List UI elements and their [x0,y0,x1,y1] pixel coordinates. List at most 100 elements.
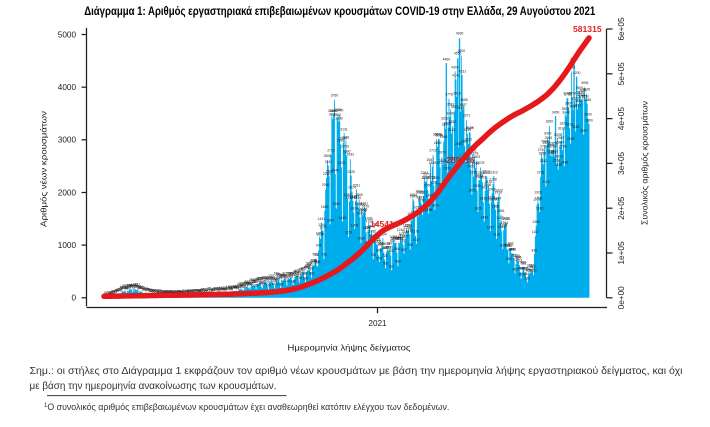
svg-text:81: 81 [147,288,151,292]
svg-text:618: 618 [311,259,317,263]
svg-text:132: 132 [125,285,131,289]
svg-text:1568: 1568 [359,209,367,213]
svg-text:3333: 3333 [441,117,449,121]
svg-text:490: 490 [518,266,524,270]
svg-text:3778: 3778 [445,92,453,96]
svg-text:1668: 1668 [492,204,500,208]
svg-text:2678: 2678 [471,151,479,155]
svg-text:3260: 3260 [546,120,554,124]
svg-text:71: 71 [207,288,211,292]
svg-text:2526: 2526 [553,158,561,162]
svg-text:484: 484 [523,267,529,271]
svg-text:519: 519 [305,265,311,269]
svg-text:120: 120 [120,285,126,289]
svg-text:2799: 2799 [559,145,567,149]
svg-text:253: 253 [249,278,255,282]
svg-text:3480: 3480 [334,108,342,112]
svg-text:3795: 3795 [563,91,571,95]
svg-text:39: 39 [170,289,174,293]
svg-text:2203: 2203 [479,175,487,179]
svg-text:1354: 1354 [501,221,509,225]
svg-text:52: 52 [187,289,191,293]
svg-text:1713: 1713 [355,202,363,206]
svg-text:2740: 2740 [538,148,546,152]
svg-text:312: 312 [283,276,289,280]
svg-text:2784: 2784 [540,145,548,149]
svg-text:178: 178 [272,282,278,286]
svg-text:4460: 4460 [443,57,451,61]
svg-text:1626: 1626 [474,207,482,211]
svg-text:1780: 1780 [491,198,499,202]
svg-text:745: 745 [313,253,319,257]
svg-text:1795: 1795 [535,197,543,201]
svg-text:95: 95 [222,287,226,291]
svg-text:858: 858 [381,246,387,250]
svg-text:44: 44 [164,290,168,294]
svg-text:2858: 2858 [550,142,558,146]
svg-text:128: 128 [137,285,143,289]
svg-text:1780: 1780 [418,198,426,202]
svg-text:2308: 2308 [326,170,334,174]
svg-text:377: 377 [286,271,292,275]
svg-text:210: 210 [259,281,265,285]
svg-text:1210: 1210 [406,228,414,232]
svg-text:356: 356 [275,273,281,277]
svg-text:239: 239 [251,279,257,283]
svg-text:90: 90 [224,287,228,291]
svg-text:1916: 1916 [495,190,503,194]
svg-text:1530: 1530 [356,212,364,216]
svg-text:3115: 3115 [448,128,455,132]
svg-text:3533: 3533 [457,106,465,110]
svg-text:72: 72 [209,288,213,292]
svg-text:74: 74 [146,287,150,291]
svg-text:809: 809 [376,249,382,253]
svg-text:158: 158 [237,283,243,287]
svg-text:860: 860 [394,247,400,251]
svg-text:938: 938 [385,242,391,246]
svg-text:52: 52 [149,289,153,293]
svg-text:48: 48 [155,289,159,293]
svg-text:1841: 1841 [352,194,360,198]
svg-text:2945: 2945 [340,136,348,140]
svg-text:186: 186 [278,282,284,286]
svg-text:348: 348 [279,273,285,277]
svg-text:688: 688 [515,255,521,259]
svg-text:1832: 1832 [346,196,354,200]
svg-text:38: 38 [162,290,166,294]
svg-text:1134: 1134 [379,232,386,236]
svg-text:118: 118 [139,286,145,290]
svg-text:3480: 3480 [330,109,338,113]
svg-text:1152: 1152 [345,231,352,235]
svg-text:306: 306 [263,275,269,279]
svg-text:84: 84 [145,288,149,292]
svg-text:599: 599 [395,260,401,264]
svg-text:181: 181 [260,282,266,286]
svg-text:1614: 1614 [350,206,358,210]
svg-text:291: 291 [277,276,283,280]
svg-text:372: 372 [282,272,288,276]
svg-text:937: 937 [378,243,384,247]
svg-text:1929: 1929 [534,191,542,195]
svg-text:48: 48 [199,289,203,293]
svg-text:152: 152 [127,283,133,287]
svg-text:1670: 1670 [362,204,370,208]
svg-text:37: 37 [186,289,190,293]
svg-text:3750: 3750 [582,95,590,99]
svg-text:3816: 3816 [453,91,461,95]
svg-text:420: 420 [293,269,299,273]
svg-text:12: 12 [107,291,111,295]
svg-text:3252: 3252 [449,120,457,124]
svg-text:678: 678 [377,256,383,260]
svg-text:126: 126 [231,286,237,290]
svg-text:887: 887 [386,245,392,249]
svg-text:2705: 2705 [547,150,555,154]
svg-text:1000: 1000 [58,241,77,250]
svg-text:2203: 2203 [422,175,430,179]
svg-text:0: 0 [71,294,76,303]
svg-text:50: 50 [158,289,162,293]
svg-text:3210: 3210 [442,122,450,126]
svg-text:243: 243 [290,279,296,283]
svg-text:118: 118 [233,285,239,289]
svg-text:4600: 4600 [458,49,466,53]
svg-text:16: 16 [108,291,112,295]
